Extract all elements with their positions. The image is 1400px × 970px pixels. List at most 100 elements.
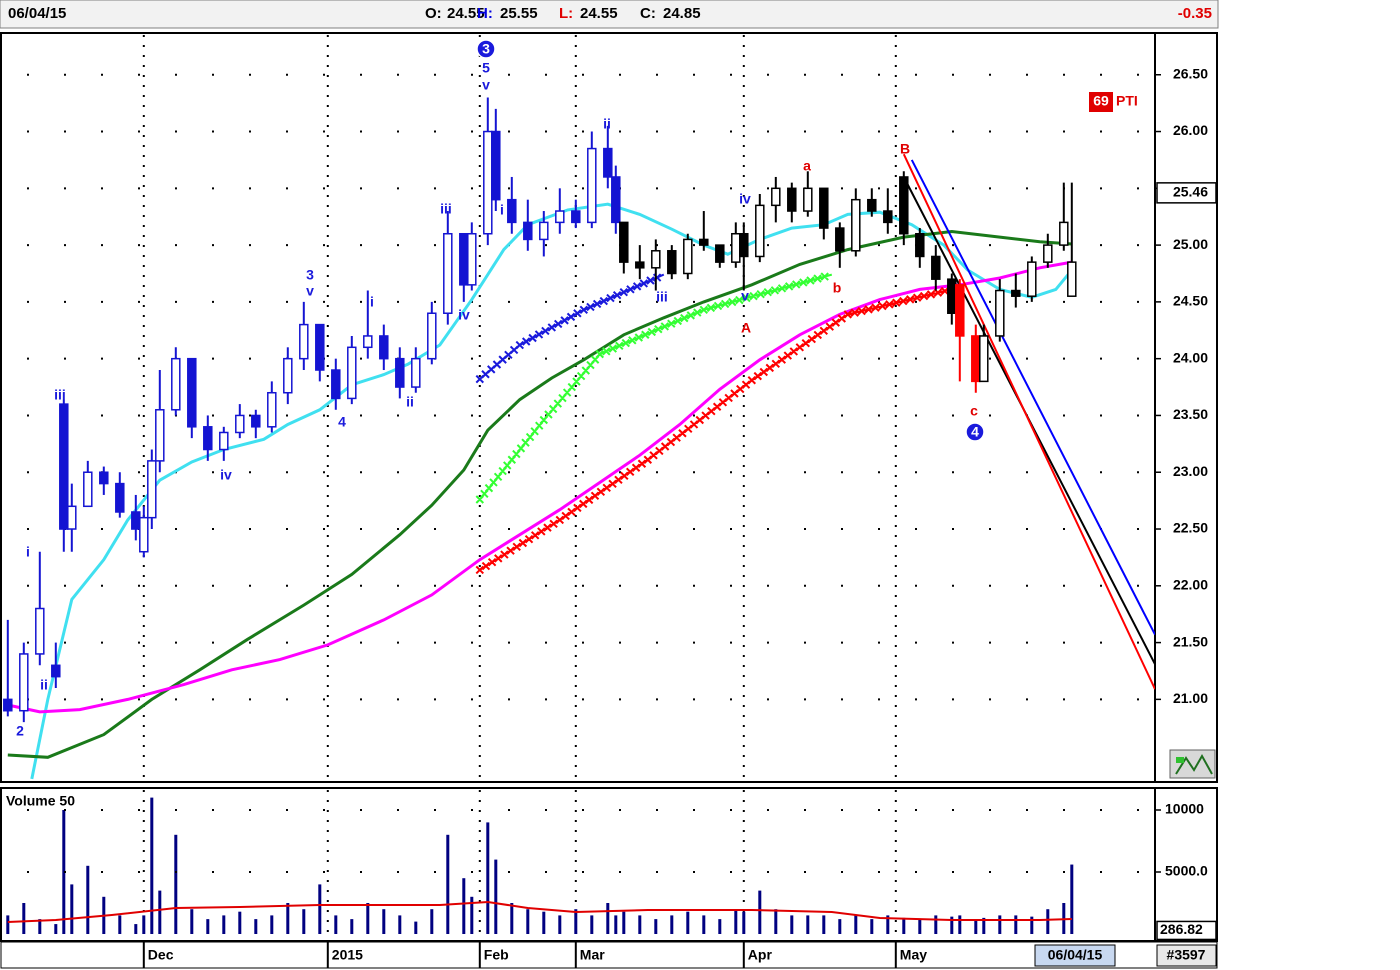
volume-bar (742, 911, 746, 934)
candle-body (331, 369, 341, 400)
volume-bar (222, 915, 226, 934)
volume-bar (806, 915, 810, 934)
volume-bar (318, 884, 322, 934)
volume-bar (774, 909, 778, 934)
candle-body (51, 664, 61, 678)
wave-label: c (970, 403, 978, 419)
wave-label: iii (440, 201, 452, 217)
volume-bar (206, 919, 210, 934)
candle-body (83, 471, 93, 508)
wave-label: i (26, 544, 30, 560)
wave-circle (965, 422, 985, 442)
volume-bar (934, 915, 938, 934)
price-panel (0, 32, 1218, 783)
volume-bar (62, 810, 66, 934)
volume-bar (902, 917, 906, 934)
candle-body (411, 357, 421, 388)
candle-body (59, 403, 69, 530)
volume-bar (606, 902, 610, 934)
candle-body (883, 210, 893, 224)
volume-bar (414, 921, 418, 934)
wave-label: iv (220, 467, 232, 483)
candle-body (443, 232, 453, 314)
candle-body (251, 414, 261, 428)
high-value: 25.55 (500, 5, 538, 22)
volume-bar (870, 919, 874, 934)
candle-body (459, 232, 469, 286)
volume-average (7, 900, 1072, 923)
y-tick-label: 23.00 (1173, 463, 1208, 479)
y-tick-label: 24.00 (1173, 349, 1208, 365)
candle-body (699, 238, 709, 246)
volume-bar (734, 909, 738, 934)
high-label: H: (477, 5, 493, 22)
candle-body (731, 232, 741, 263)
candle-body (971, 335, 981, 383)
wave-label: iii (656, 289, 668, 305)
candle-body (315, 323, 325, 371)
candle-body (347, 346, 357, 400)
candle-body (867, 198, 877, 212)
volume-bar (190, 909, 194, 934)
cursor-date-box (1034, 944, 1116, 967)
wave-label: a (803, 158, 811, 174)
volume-bar (822, 915, 826, 934)
pti-label: PTI (1116, 93, 1138, 109)
price-marker-box (1156, 182, 1217, 204)
volume-bar (638, 915, 642, 934)
wave-label: 3 (482, 41, 490, 57)
cross-line (475, 272, 833, 504)
close-label: C: (640, 5, 656, 22)
price-marker: 25.46 (1173, 184, 1208, 200)
candle-body (427, 312, 437, 360)
volume-bar (614, 915, 618, 934)
candle-body (611, 176, 621, 224)
candle-body (851, 198, 861, 252)
trend-line (902, 153, 1155, 690)
candle-body (19, 653, 29, 712)
candle-body (603, 147, 613, 178)
volume-bar (558, 915, 562, 934)
volume-bar (446, 834, 450, 934)
volume-bar (838, 919, 842, 934)
wave-label: iv (458, 307, 470, 323)
volume-bar (974, 919, 978, 934)
wave-label: 3 (306, 267, 314, 283)
volume-bar (398, 915, 402, 934)
header-bar (0, 0, 1219, 29)
x-tick-label: Mar (580, 947, 605, 963)
volume-bar (254, 919, 258, 934)
volume-bar (686, 911, 690, 934)
volume-bar (526, 909, 530, 934)
y-tick-label: 21.50 (1173, 633, 1208, 649)
wave-label: v (482, 77, 490, 93)
candle-body (219, 431, 229, 451)
open-value: 24.55 (447, 5, 485, 22)
candle-body (739, 232, 749, 258)
wave-label: 4 (338, 414, 346, 430)
candle-body (299, 323, 309, 360)
volume-bar (382, 909, 386, 934)
x-tick-label: 2015 (332, 947, 363, 963)
volume-bar (118, 915, 122, 934)
candle-body (947, 278, 957, 314)
candle-body (235, 414, 245, 434)
candle-body (147, 460, 157, 519)
wave-label: 4 (971, 424, 979, 440)
candle-body (3, 698, 13, 712)
volume-bar (366, 902, 370, 934)
candle-body (539, 221, 549, 241)
wave-label: i (370, 294, 374, 310)
open-label: O: (425, 5, 442, 22)
wave-label: 5 (482, 60, 490, 76)
y-tick-label: 26.00 (1173, 122, 1208, 138)
wave-label: iv (739, 191, 751, 207)
volume-bar (542, 911, 546, 934)
low-label: L: (559, 5, 573, 22)
candle-body (755, 204, 765, 258)
tool-icon[interactable] (1169, 749, 1216, 779)
volume-bar (158, 890, 162, 934)
volume-bar (334, 915, 338, 934)
candle-body (523, 221, 533, 241)
volume-bar (54, 924, 58, 934)
